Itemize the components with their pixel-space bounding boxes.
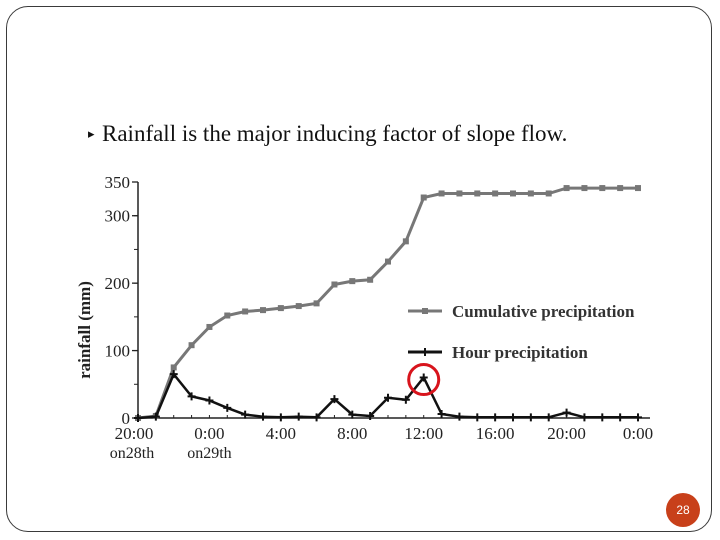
hour-point	[437, 409, 446, 418]
legend-marker	[422, 308, 428, 314]
x-tick-label: 8:00	[337, 424, 367, 443]
hour-point	[169, 370, 178, 379]
hour-point	[223, 403, 232, 412]
cumulative-point	[331, 281, 338, 288]
hour-point	[616, 413, 625, 422]
x-tick-label: 20:00	[547, 424, 586, 443]
y-tick-label: 350	[105, 173, 131, 192]
cumulative-point	[349, 278, 356, 285]
cumulative-point	[635, 185, 641, 192]
cumulative-point	[170, 364, 177, 371]
x-tick-label: 4:00	[266, 424, 296, 443]
cumulative-point	[206, 323, 213, 330]
page-number: 28	[676, 503, 690, 517]
hour-point	[526, 413, 535, 422]
bullet-line: ▸ Rainfall is the major inducing factor o…	[88, 121, 567, 147]
y-tick-label: 100	[105, 342, 131, 361]
hour-point	[634, 413, 642, 422]
cumulative-point	[456, 190, 463, 197]
x-tick-sublabel: on28th	[110, 445, 154, 462]
legend-marker	[421, 348, 429, 356]
chart-svg: 0 100 200 300 350 rainfall (mm) 20:00 on28th 0:0…	[75, 173, 653, 462]
y-tick-label: 0	[122, 409, 131, 428]
hour-point	[187, 392, 196, 401]
peak-highlight-circle	[407, 363, 441, 397]
cumulative-point	[367, 276, 374, 283]
hour-point	[134, 414, 142, 422]
x-tick-label: 16:00	[476, 424, 515, 443]
hour-point	[312, 413, 321, 422]
hour-point	[491, 413, 500, 422]
cumulative-point	[242, 308, 249, 315]
cumulative-point	[563, 185, 570, 192]
cumulative-point	[510, 190, 516, 197]
cumulative-point	[492, 190, 499, 197]
y-tick-label: 300	[105, 207, 131, 226]
cumulative-point	[581, 185, 588, 192]
cumulative-point	[313, 300, 320, 307]
cumulative-point	[474, 190, 481, 197]
cumulative-point	[295, 303, 302, 310]
x-tick-sublabel: on29th	[187, 445, 231, 462]
cumulative-point	[260, 307, 266, 314]
hour-point	[366, 411, 375, 420]
cumulative-point	[617, 185, 624, 192]
hour-point	[419, 373, 428, 382]
hour-point	[330, 395, 339, 404]
x-tick-label: 0:00	[194, 424, 224, 443]
hour-point	[580, 413, 589, 422]
rainfall-chart: 0 100 200 300 350 rainfall (mm) 20:00 on28th 0:0…	[72, 168, 672, 464]
hour-point	[205, 396, 214, 405]
slide-frame	[6, 6, 712, 532]
hour-point	[151, 412, 160, 421]
hour-point	[598, 413, 607, 422]
hour-point	[276, 413, 285, 422]
hour-point	[348, 410, 357, 419]
hour-point	[384, 393, 392, 402]
cumulative-point	[385, 258, 391, 265]
hour-point	[241, 410, 250, 419]
cumulative-point	[545, 190, 552, 197]
cumulative-point	[438, 190, 445, 197]
hour-point	[473, 413, 482, 422]
x-tick-label: 12:00	[404, 424, 443, 443]
x-tick-label: 20:00	[115, 424, 154, 443]
hour-point	[401, 395, 410, 404]
hour-point	[562, 408, 571, 417]
page-number-badge: 28	[666, 493, 700, 527]
y-tick-label: 200	[105, 274, 131, 293]
hour-point	[455, 412, 464, 421]
legend-label: Cumulative precipitation	[452, 302, 635, 321]
y-axis-label: rainfall (mm)	[75, 281, 94, 379]
cumulative-point	[224, 312, 231, 319]
x-tick-label: 0:00	[623, 424, 653, 443]
bullet-text: Rainfall is the major inducing factor of…	[102, 121, 568, 146]
cumulative-point	[599, 185, 606, 192]
bullet-icon: ▸	[88, 126, 95, 141]
legend-label: Hour precipitation	[452, 343, 588, 362]
hour-point	[544, 413, 553, 422]
cumulative-point	[277, 305, 284, 312]
cumulative-point	[188, 342, 195, 349]
cumulative-point	[527, 190, 534, 197]
hour-point	[509, 413, 517, 422]
hour-point	[294, 412, 303, 421]
hour-point	[259, 412, 267, 421]
cumulative-point	[402, 238, 409, 245]
cumulative-point	[420, 194, 427, 201]
